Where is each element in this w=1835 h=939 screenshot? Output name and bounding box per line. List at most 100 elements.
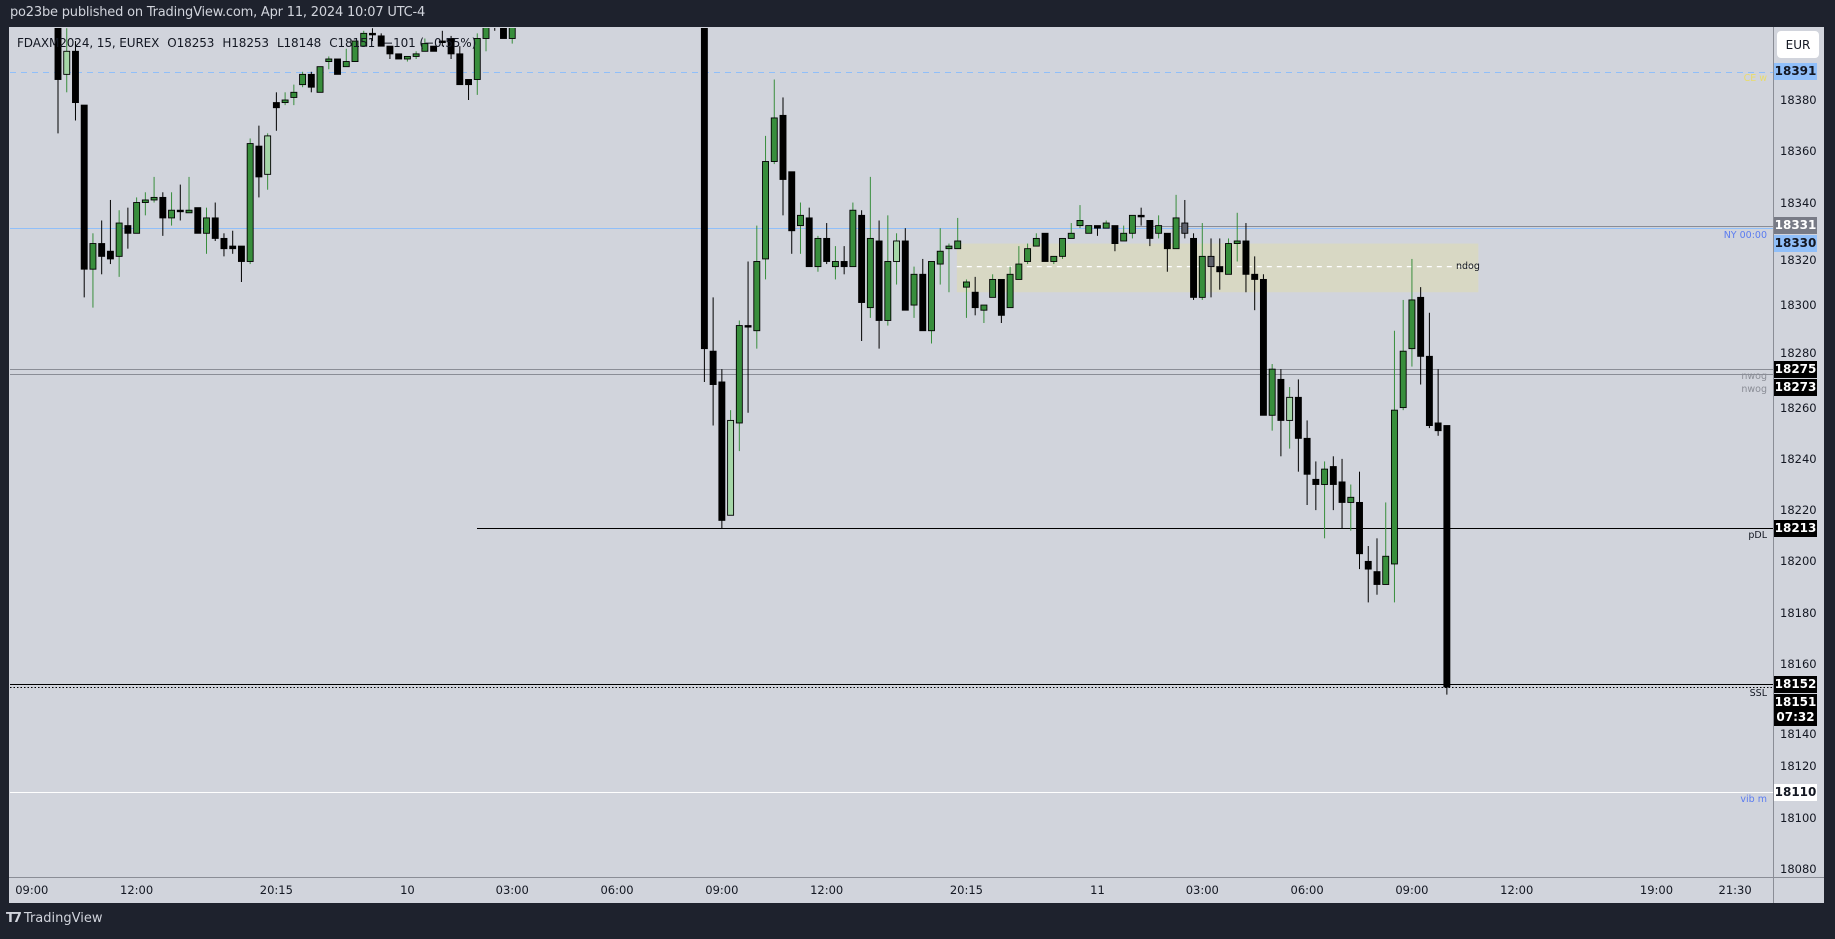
candle-body (325, 58, 333, 63)
candle-body (342, 61, 350, 68)
candle-body (1085, 225, 1093, 234)
time-tick-label: 03:00 (495, 883, 529, 897)
candle-body (447, 38, 455, 55)
candle-body (788, 171, 796, 232)
candle-body (954, 240, 962, 250)
candle-body (395, 53, 403, 60)
price-badge-value: 18152 (1774, 676, 1817, 691)
candle-body (1312, 478, 1320, 485)
publish-header: po23be published on TradingView.com, Apr… (10, 5, 426, 20)
candle-body (989, 278, 997, 298)
candle-body (360, 32, 368, 47)
candle-body (1391, 409, 1398, 565)
candle-body (54, 28, 62, 80)
price-badge: 18213 (1774, 519, 1817, 537)
candle-body (1041, 232, 1049, 262)
price-badge: 18330 (1774, 235, 1817, 253)
candle-body (1155, 225, 1163, 234)
candle-body (858, 214, 866, 303)
candle-body (1032, 237, 1040, 247)
price-badge-value: 18213 (1774, 520, 1817, 535)
candle-body (124, 225, 132, 234)
candle-body (473, 38, 481, 80)
time-tick-label: 19:00 (1639, 883, 1674, 897)
candle-body (875, 240, 883, 321)
candle-body (779, 114, 787, 180)
price-tick-label: 18100 (1780, 810, 1817, 825)
candle-body (831, 261, 839, 268)
time-tick-label: 03:00 (1185, 883, 1219, 897)
time-tick-label: 12:00 (1500, 883, 1534, 897)
candle-body (1181, 222, 1189, 234)
candle-body (1286, 396, 1294, 421)
candle-body (1356, 501, 1363, 555)
candle-body (1128, 214, 1136, 234)
candle-body (203, 217, 210, 234)
candle-body (945, 245, 953, 250)
currency-button[interactable]: EUR (1777, 31, 1819, 58)
candle-body (412, 53, 420, 57)
price-badge-value: 18273 (1774, 379, 1817, 394)
candle-body (1338, 481, 1346, 503)
price-badge: 18273 (1774, 378, 1817, 396)
candle-body (814, 237, 822, 268)
candle-body (1172, 217, 1180, 250)
candle-body (1443, 425, 1451, 688)
candle-body (351, 40, 359, 63)
candle-body (290, 91, 298, 98)
candle-body (403, 55, 411, 60)
candle-body (220, 237, 228, 250)
candle-body (1382, 555, 1390, 585)
candle-body (840, 261, 848, 268)
candle-body (281, 99, 289, 104)
candle-body (1076, 220, 1084, 227)
candle-body (1163, 232, 1171, 250)
candle-body (1207, 255, 1215, 268)
candle-body (762, 161, 769, 260)
candle-body (805, 217, 813, 268)
price-badge: 18152 (1774, 675, 1817, 693)
candle-body (1006, 273, 1014, 309)
candle-body (1294, 396, 1302, 439)
candle-body (492, 0, 498, 18)
candle-body (971, 291, 979, 309)
candle-body (1373, 571, 1381, 585)
price-badge-value: 18275 (1774, 361, 1817, 376)
level-label: NY 00:00 (1723, 229, 1767, 241)
price-tick-label: 18300 (1780, 298, 1817, 313)
legend-low: L18148 (276, 36, 322, 50)
price-badge-value: 18151 (1774, 694, 1817, 709)
candle-body (377, 35, 385, 47)
candle-body (386, 45, 394, 55)
level-label: CE w (1743, 73, 1767, 85)
chart-pane[interactable] (9, 27, 1824, 903)
price-tick-label: 18240 (1780, 451, 1817, 466)
legend-symbol[interactable]: FDAXM2024, 15, EUREX (17, 36, 160, 50)
candle-body (1347, 496, 1355, 503)
candle-body (482, 28, 490, 39)
time-tick-label: 09:00 (1395, 883, 1429, 897)
candle-body (1259, 278, 1267, 416)
candle-body (264, 135, 272, 175)
price-tick-label: 18380 (1780, 93, 1817, 107)
candle-body (456, 53, 464, 86)
candle-body (98, 243, 106, 257)
candle-body (744, 325, 752, 328)
price-tick-label: 18200 (1780, 554, 1817, 569)
price-badge: 18110 (1774, 783, 1817, 801)
candle-body (133, 202, 141, 234)
candle-body (150, 196, 158, 201)
candle-body (421, 43, 429, 52)
footer-brand: T7 TradingView (6, 911, 102, 926)
candle-body (1268, 368, 1276, 416)
candlestick-plot[interactable] (0, 0, 1773, 877)
candle-body (709, 350, 717, 385)
candle-body (1050, 255, 1058, 262)
time-tick-label: 06:00 (1290, 883, 1324, 897)
legend-high: H18253 (222, 36, 269, 50)
candle-body (141, 199, 149, 203)
level-label: nwog (1741, 383, 1767, 395)
candle-body (1408, 299, 1416, 350)
candle-body (1434, 422, 1442, 432)
price-badge-value: 18331 (1774, 218, 1817, 233)
